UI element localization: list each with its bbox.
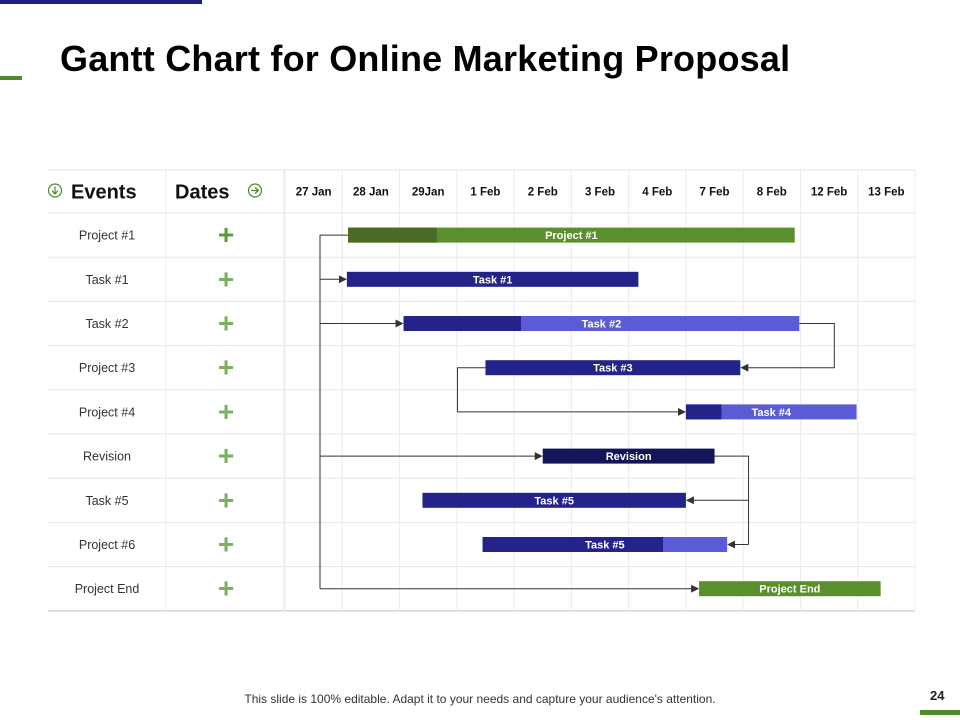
gantt-bar-label: Task #5 (534, 495, 574, 507)
gantt-bar-label: Task #5 (585, 540, 625, 552)
gantt-bars: Project #1 Task #1 Task #2 Task #3 Task #4 Re… (346, 227, 881, 597)
plus-icon: + (218, 352, 234, 383)
event-row-label: Revision (83, 450, 131, 464)
gantt-bar (346, 271, 639, 287)
plus-icon: + (218, 529, 234, 560)
date-column-label: 28 Jan (353, 187, 389, 199)
gantt-bar (485, 360, 741, 376)
gantt-header: Events Dates 27 Jan 28 Jan 29Jan 1 Feb 2 Feb 3 … (47, 182, 905, 204)
plus-icon: + (218, 484, 234, 515)
plus-icon: + (218, 573, 234, 604)
gantt-bar-group: Task #5 (482, 537, 728, 552)
gantt-bar-group: Task #1 (346, 271, 639, 287)
event-row-label: Task #5 (85, 494, 128, 508)
gantt-bar-group: Revision (542, 448, 715, 464)
gantt-bar-label: Task #2 (582, 319, 622, 331)
gantt-bar (685, 404, 857, 420)
date-column-label: 1 Feb (470, 187, 500, 199)
gantt-bar (348, 227, 795, 243)
dependency-arrow (456, 367, 686, 416)
footer-note: This slide is 100% editable. Adapt it to… (244, 692, 716, 706)
gantt-bar (542, 448, 715, 464)
bottom-accent-bar (920, 710, 960, 715)
date-column-label: 3 Feb (585, 187, 615, 199)
gantt-bar-progress (685, 404, 722, 420)
gantt-row-labels: Project #1 + Task #1 + Task #2 + Project #3 + Pr… (75, 219, 234, 604)
date-column-label: 12 Feb (811, 187, 847, 199)
gantt-bar-label: Revision (606, 451, 652, 463)
gantt-dependencies (319, 234, 835, 593)
dependency-bus-line (714, 455, 750, 545)
plus-icon: + (218, 219, 234, 250)
gantt-bar-group: Task #4 (685, 404, 857, 420)
gantt-bar-label: Task #4 (751, 407, 791, 419)
event-row-label: Project #4 (79, 405, 135, 419)
gantt-bar-progress (482, 537, 663, 552)
events-header: Events (47, 182, 137, 204)
slide-title: Gantt Chart for Online Marketing Proposa… (60, 38, 791, 79)
events-header-label: Events (71, 182, 137, 204)
gantt-bar-group: Task #3 (485, 360, 741, 376)
arrow-down-icon (51, 186, 59, 195)
event-row-label: Project #6 (79, 538, 135, 552)
page-number: 24 (930, 688, 945, 703)
gantt-bar-label: Project End (759, 584, 820, 596)
arrow-down-circle-icon (47, 183, 63, 198)
event-row-label: Project End (75, 582, 140, 596)
event-row-label: Project #1 (79, 229, 135, 243)
event-row-label: Project #3 (79, 361, 135, 375)
gantt-bar-group: Project End (699, 581, 881, 597)
plus-icon: + (218, 440, 234, 471)
dependency-bus-line (319, 234, 348, 589)
dates-header-label: Dates (175, 182, 229, 204)
date-column-label: 7 Feb (700, 187, 730, 199)
dependency-arrow (740, 323, 835, 372)
gantt-bar-group: Task #5 (422, 492, 686, 508)
arrow-right-circle-icon (247, 183, 263, 198)
gantt-bar-group: Project #1 (348, 227, 795, 243)
plus-icon: + (218, 263, 234, 294)
date-column-label: 4 Feb (642, 187, 672, 199)
gantt-bar (422, 492, 686, 508)
top-accent-bar (0, 0, 202, 4)
date-column-label: 29Jan (412, 187, 445, 199)
gantt-bar-label: Task #3 (593, 363, 633, 375)
title-accent-bar (0, 76, 22, 80)
date-column-label: 27 Jan (296, 187, 332, 199)
date-column-label: 13 Feb (868, 187, 904, 199)
gantt-bar-progress (403, 316, 521, 331)
gantt-bar-progress (348, 227, 437, 243)
event-row-label: Task #2 (85, 317, 128, 331)
gantt-bar-group: Task #2 (403, 316, 800, 331)
arrow-right-icon (251, 187, 260, 194)
date-column-label: 8 Feb (757, 187, 787, 199)
dates-header: Dates (175, 182, 263, 204)
gantt-bar (699, 581, 881, 597)
event-row-label: Task #1 (85, 273, 128, 287)
date-column-label: 2 Feb (528, 187, 558, 199)
gantt-bar-label: Task #1 (473, 274, 513, 286)
plus-icon: + (218, 308, 234, 339)
plus-icon: + (218, 396, 234, 427)
gantt-bar-label: Project #1 (545, 230, 598, 242)
